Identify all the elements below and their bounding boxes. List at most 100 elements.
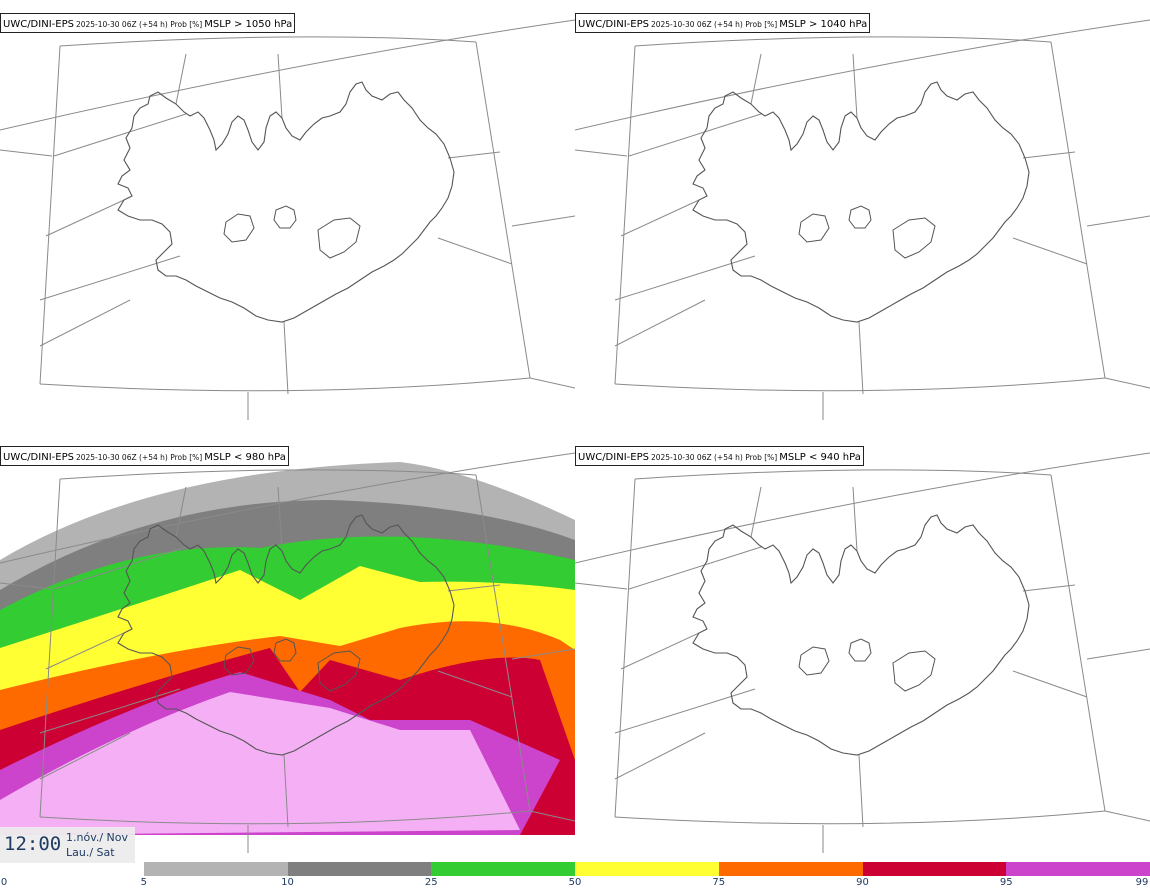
graticule-line bbox=[39, 478, 61, 818]
graticule-line bbox=[1022, 151, 1076, 159]
graticule-line bbox=[175, 486, 187, 538]
graticule-line bbox=[614, 255, 756, 301]
valid-time-box: 12:00 1.nóv./ Nov Lau./ Sat bbox=[0, 827, 135, 863]
graticule-line bbox=[750, 486, 762, 538]
graticule-line bbox=[475, 474, 531, 812]
graticule-line bbox=[447, 151, 501, 159]
glacier-outline bbox=[317, 217, 361, 259]
colorbar-swatch bbox=[431, 862, 575, 876]
graticule-line bbox=[852, 53, 858, 119]
graticule-line bbox=[852, 486, 858, 552]
graticule-line bbox=[529, 810, 575, 822]
graticule-line bbox=[575, 19, 1150, 131]
graticule-line bbox=[614, 299, 706, 347]
map-canvas bbox=[575, 452, 1150, 853]
map-canvas bbox=[575, 19, 1150, 420]
graticule-line bbox=[39, 377, 531, 392]
map-panel-mslp-lt-980: UWC/DINI-EPS 2025-10-30 06Z (+54 h) Prob … bbox=[0, 433, 575, 863]
graticule-line bbox=[475, 41, 531, 379]
colorbar-swatch bbox=[718, 862, 863, 876]
map-panel-mslp-lt-940: UWC/DINI-EPS 2025-10-30 06Z (+54 h) Prob … bbox=[575, 433, 1150, 863]
valid-time: 12:00 bbox=[4, 833, 62, 855]
panel-title: UWC/DINI-EPS 2025-10-30 06Z (+54 h) Prob … bbox=[0, 13, 296, 33]
panel-title: UWC/DINI-EPS 2025-10-30 06Z (+54 h) Prob … bbox=[575, 446, 864, 466]
graticule-line bbox=[614, 810, 1106, 825]
glacier-outline bbox=[223, 213, 255, 243]
map-base bbox=[0, 19, 575, 420]
colorbar-tick-label: 10 bbox=[281, 877, 294, 888]
panel-title: UWC/DINI-EPS 2025-10-30 06Z (+54 h) Prob … bbox=[575, 13, 871, 33]
graticule-line bbox=[511, 215, 575, 227]
run-info: 2025-10-30 06Z (+54 h) Prob [%] bbox=[75, 20, 203, 29]
graticule-line bbox=[750, 53, 762, 105]
graticule-line bbox=[283, 754, 289, 828]
valid-date: 1.nóv./ Nov Lau./ Sat bbox=[66, 830, 128, 860]
graticule-line bbox=[59, 36, 477, 47]
run-info: 2025-10-30 06Z (+54 h) Prob [%] bbox=[650, 20, 778, 29]
graticule-line bbox=[620, 199, 700, 237]
graticule-line bbox=[53, 113, 187, 157]
coastline bbox=[117, 514, 455, 756]
graticule-line bbox=[1086, 215, 1150, 227]
graticule-line bbox=[447, 584, 501, 592]
graticule-line bbox=[858, 321, 864, 395]
glacier-outline bbox=[892, 217, 936, 259]
parameter-label: MSLP < 940 hPa bbox=[779, 452, 861, 463]
coastline bbox=[692, 81, 1030, 323]
graticule-line bbox=[628, 546, 762, 590]
glacier-outline bbox=[848, 638, 872, 662]
graticule-line bbox=[634, 469, 1052, 480]
colorbar-tick-label: 0 bbox=[0, 877, 8, 888]
graticule-line bbox=[0, 582, 53, 590]
graticule-line bbox=[1104, 377, 1150, 389]
colorbar-swatch bbox=[862, 862, 1007, 876]
graticule-line bbox=[0, 149, 53, 157]
graticule-line bbox=[39, 255, 181, 301]
graticule-line bbox=[0, 19, 575, 131]
graticule-line bbox=[39, 299, 131, 347]
graticule-line bbox=[277, 53, 283, 119]
graticule-line bbox=[620, 632, 700, 670]
graticule-line bbox=[575, 149, 628, 157]
colorbar-tick-label: 25 bbox=[424, 877, 438, 888]
glacier-outline bbox=[317, 650, 361, 692]
graticule-line bbox=[614, 688, 756, 734]
graticule-line bbox=[634, 36, 1052, 47]
run-info: 2025-10-30 06Z (+54 h) Prob [%] bbox=[650, 453, 778, 462]
colorbar-swatch bbox=[575, 862, 719, 876]
glacier-outline bbox=[273, 638, 297, 662]
graticule-line bbox=[175, 53, 187, 105]
graticule-line bbox=[277, 486, 283, 552]
graticule-line bbox=[511, 648, 575, 660]
parameter-label: MSLP > 1040 hPa bbox=[779, 19, 868, 30]
panel-title: UWC/DINI-EPS 2025-10-30 06Z (+54 h) Prob … bbox=[0, 446, 289, 466]
map-base bbox=[0, 452, 575, 853]
map-base bbox=[575, 452, 1150, 853]
graticule-line bbox=[437, 237, 513, 265]
parameter-label: MSLP > 1050 hPa bbox=[204, 19, 293, 30]
map-base bbox=[575, 19, 1150, 420]
glacier-outline bbox=[892, 650, 936, 692]
graticule-line bbox=[45, 632, 125, 670]
glacier-outline bbox=[273, 205, 297, 229]
glacier-outline bbox=[798, 646, 830, 676]
map-canvas bbox=[0, 19, 575, 420]
colorbar-tick-label: 50 bbox=[568, 877, 582, 888]
graticule-line bbox=[529, 377, 575, 389]
colorbar-swatch bbox=[1006, 862, 1150, 876]
graticule-line bbox=[1012, 237, 1088, 265]
colorbar-tick-label: 90 bbox=[856, 877, 869, 888]
coastline bbox=[117, 81, 455, 323]
graticule-line bbox=[437, 670, 513, 698]
graticule-line bbox=[614, 478, 636, 818]
graticule-line bbox=[1012, 670, 1088, 698]
graticule-line bbox=[0, 452, 575, 564]
glacier-outline bbox=[848, 205, 872, 229]
glacier-outline bbox=[798, 213, 830, 243]
graticule-line bbox=[1086, 648, 1150, 660]
graticule-line bbox=[628, 113, 762, 157]
graticule-line bbox=[283, 321, 289, 395]
colorbar-tick-label: 99 bbox=[1135, 877, 1149, 888]
graticule-line bbox=[53, 546, 187, 590]
graticule-line bbox=[45, 199, 125, 237]
